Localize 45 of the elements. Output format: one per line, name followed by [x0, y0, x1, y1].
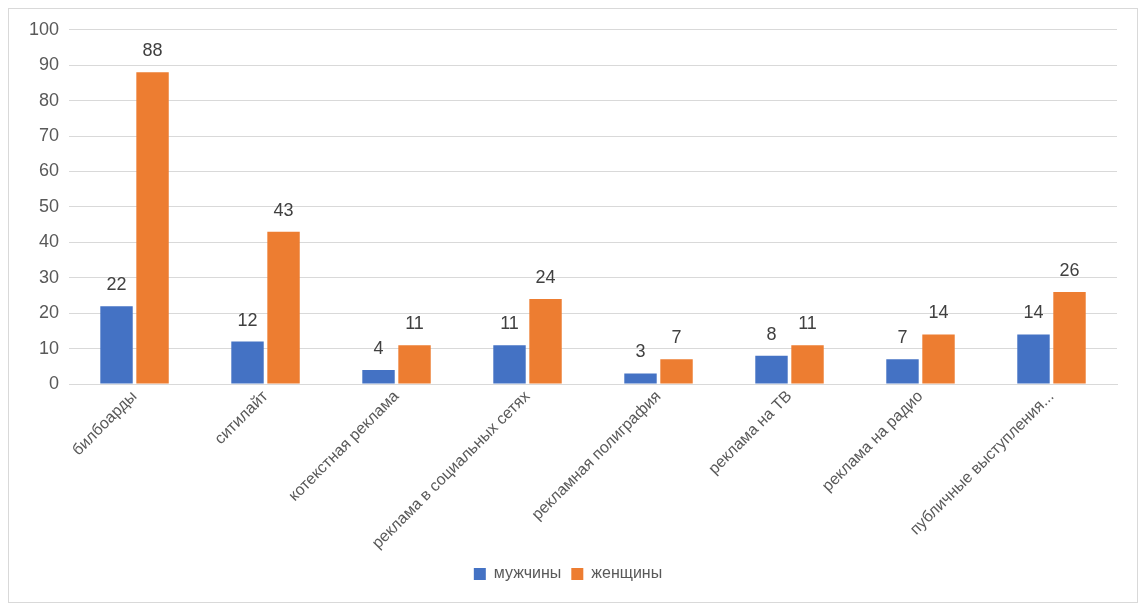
y-tick-label: 0 [49, 373, 60, 394]
bar [100, 306, 133, 384]
bar [755, 355, 788, 384]
bar [231, 341, 264, 384]
data-label: 24 [535, 267, 556, 288]
y-tick-label: 90 [39, 54, 60, 75]
data-label: 14 [928, 302, 949, 323]
data-label: 43 [273, 199, 294, 220]
data-label: 3 [635, 341, 646, 362]
y-tick-label: 100 [28, 18, 60, 39]
bar [791, 345, 824, 384]
data-label: 4 [373, 337, 384, 358]
y-tick-label: 20 [39, 302, 60, 323]
y-tick-label: 10 [39, 337, 60, 358]
bar [136, 72, 169, 384]
y-tick-label: 40 [39, 231, 60, 252]
bar [1017, 334, 1050, 384]
bar [493, 345, 526, 384]
data-label: 26 [1059, 259, 1080, 280]
data-label: 11 [500, 313, 519, 334]
bar [922, 334, 955, 384]
data-label: 88 [142, 40, 163, 61]
data-label: 7 [671, 327, 682, 348]
legend-label: женщины [591, 564, 663, 582]
data-label: 8 [766, 323, 777, 344]
data-label: 11 [798, 313, 817, 334]
y-tick-label: 70 [39, 125, 60, 146]
bar [267, 231, 300, 384]
bar [1053, 292, 1086, 384]
bar [398, 345, 431, 384]
bar [362, 369, 395, 384]
data-label: 7 [897, 327, 908, 348]
y-tick-label: 60 [39, 160, 60, 181]
y-tick-label: 80 [39, 89, 60, 110]
bar [660, 359, 693, 384]
bar [624, 373, 657, 384]
y-tick-label: 50 [39, 195, 60, 216]
bar [886, 359, 919, 384]
data-label: 14 [1023, 302, 1044, 323]
data-label: 12 [237, 309, 258, 330]
legend-label: мужчины [493, 564, 562, 582]
data-label: 11 [405, 313, 424, 334]
data-label: 22 [106, 274, 127, 295]
y-tick-label: 30 [39, 266, 60, 287]
bar [529, 299, 562, 384]
